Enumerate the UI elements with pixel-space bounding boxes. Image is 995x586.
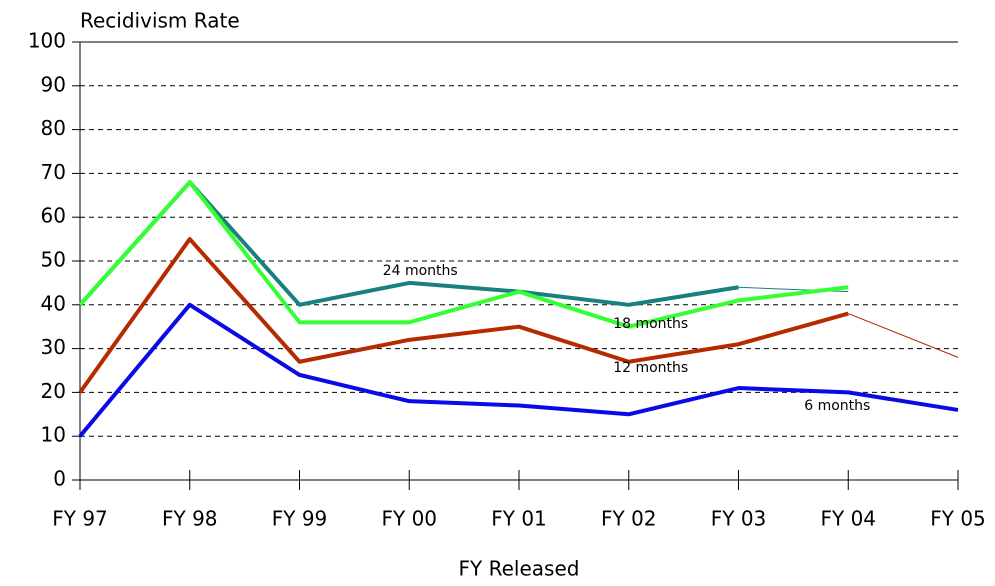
x-tick-label: FY 99 [272, 507, 328, 531]
series-line [78, 237, 849, 394]
y-tick-label: 30 [41, 335, 66, 359]
y-tick-label: 80 [41, 116, 66, 140]
x-tick-label: FY 97 [52, 507, 108, 531]
y-tick-label: 40 [41, 291, 66, 315]
x-tick-label: FY 01 [491, 507, 547, 531]
x-tick-label: FY 98 [162, 507, 218, 531]
series-line [78, 180, 739, 307]
x-tick-label: FY 04 [820, 507, 876, 531]
series-label: 12 months [613, 360, 688, 376]
x-axis-title: FY Released [459, 557, 580, 581]
x-tick-label: FY 00 [381, 507, 437, 531]
series-line-thin [848, 313, 959, 358]
y-tick-label: 60 [41, 204, 66, 228]
series-label: 6 months [804, 398, 870, 414]
series-line [78, 180, 849, 329]
y-tick-label: 50 [41, 248, 66, 272]
y-tick-label: 70 [41, 160, 66, 184]
y-tick-label: 10 [41, 423, 66, 447]
y-tick-label: 0 [53, 467, 66, 491]
y-tick-label: 100 [28, 29, 66, 53]
y-tick-label: 20 [41, 379, 66, 403]
y-tick-label: 90 [41, 72, 66, 96]
series-label: 18 months [613, 316, 688, 332]
chart-title: Recidivism Rate [80, 9, 240, 33]
x-tick-label: FY 02 [601, 507, 657, 531]
series-label: 24 months [383, 263, 458, 279]
series-line [78, 302, 959, 438]
x-tick-label: FY 03 [711, 507, 767, 531]
x-tick-label: FY 05 [930, 507, 986, 531]
